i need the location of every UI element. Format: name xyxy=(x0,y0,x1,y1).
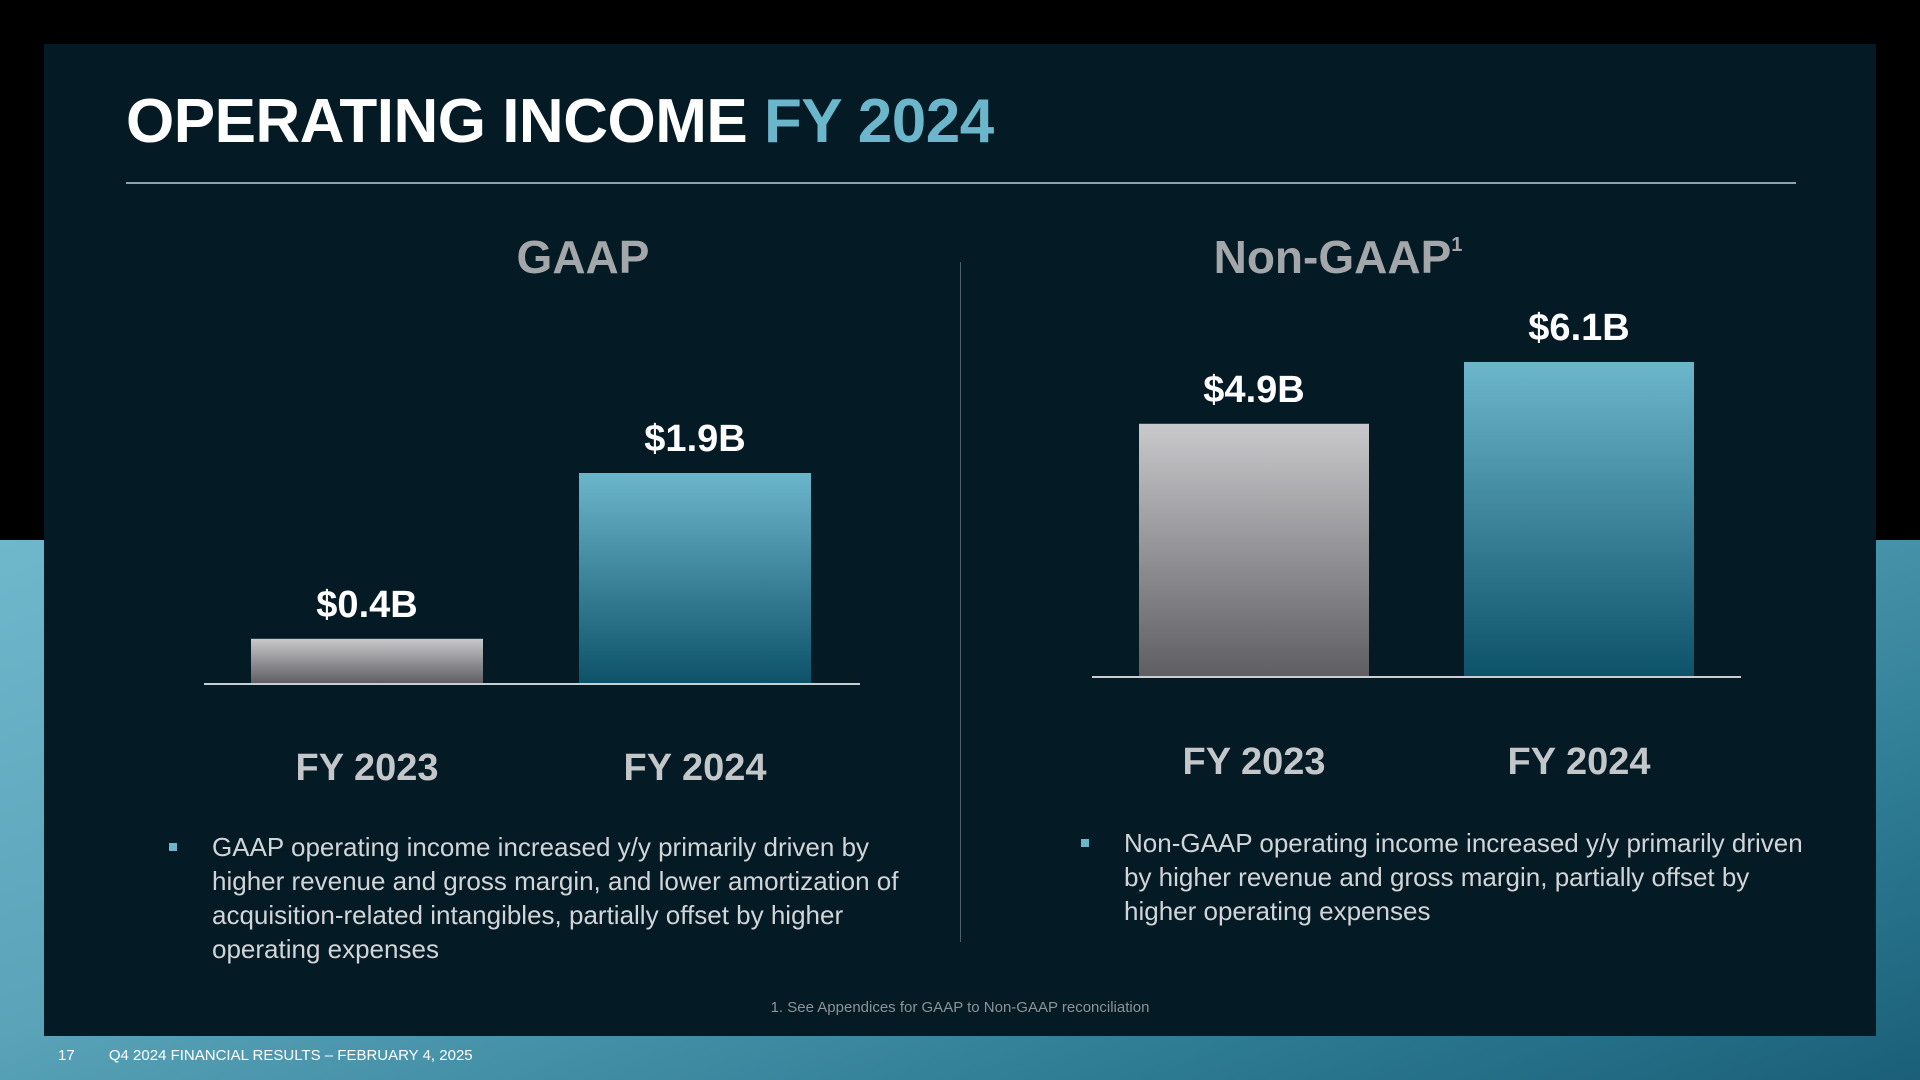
bar-value-label: $0.4B xyxy=(316,584,417,626)
slide-title: OPERATING INCOME FY 2024 xyxy=(126,86,994,157)
non-gaap-bullet-text: Non-GAAP operating income increased y/y … xyxy=(1124,828,1803,926)
bar-non-gaap-1 xyxy=(1139,423,1369,676)
bar-value-label: $4.9B xyxy=(1203,369,1304,411)
gaap-panel-title: GAAP xyxy=(412,230,754,284)
gaap-bullet-text: GAAP operating income increased y/y prim… xyxy=(212,832,899,964)
title-accent: FY 2024 xyxy=(763,87,994,156)
gaap-bullet: GAAP operating income increased y/y prim… xyxy=(169,830,932,966)
gaap-title-text: GAAP xyxy=(516,231,650,283)
footer-text: Q4 2024 FINANCIAL RESULTS – FEBRUARY 4, … xyxy=(108,1047,473,1064)
bullet-marker xyxy=(1081,839,1089,847)
non-gaap-bullet: Non-GAAP operating income increased y/y … xyxy=(1081,826,1824,928)
category-label: FY 2023 xyxy=(296,747,439,789)
category-label: FY 2024 xyxy=(1508,741,1651,783)
non-gaap-panel-title: Non-GAAP1 xyxy=(1128,230,1548,284)
non-gaap-title-text: Non-GAAP xyxy=(1213,231,1452,283)
title-main: OPERATING INCOME xyxy=(126,87,748,156)
title-divider xyxy=(126,182,1796,184)
bar-non-gaap-2 xyxy=(1464,362,1694,676)
footnote: 1. See Appendices for GAAP to Non-GAAP r… xyxy=(770,999,1150,1016)
bullet-marker xyxy=(169,843,177,851)
slide: OPERATING INCOME FY 2024 GAAP Non-GAAP1 … xyxy=(44,44,1876,1036)
non-gaap-title-superscript: 1 xyxy=(1451,233,1463,256)
page-number: 17 xyxy=(58,1047,75,1064)
bar-value-label: $6.1B xyxy=(1528,307,1629,349)
category-label: FY 2023 xyxy=(1183,741,1326,783)
bar-charts: $0.4B FY 2023 $1.9B FY 2024 $4.9B FY 2023 $6.1… xyxy=(204,307,1741,789)
bar-value-label: $1.9B xyxy=(644,418,745,460)
bar-gaap-1 xyxy=(251,638,483,683)
category-label: FY 2024 xyxy=(624,747,767,789)
bar-gaap-2 xyxy=(579,473,811,683)
panel-divider xyxy=(960,262,961,942)
slide-footer: 17 Q4 2024 FINANCIAL RESULTS – FEBRUARY … xyxy=(58,1047,473,1064)
